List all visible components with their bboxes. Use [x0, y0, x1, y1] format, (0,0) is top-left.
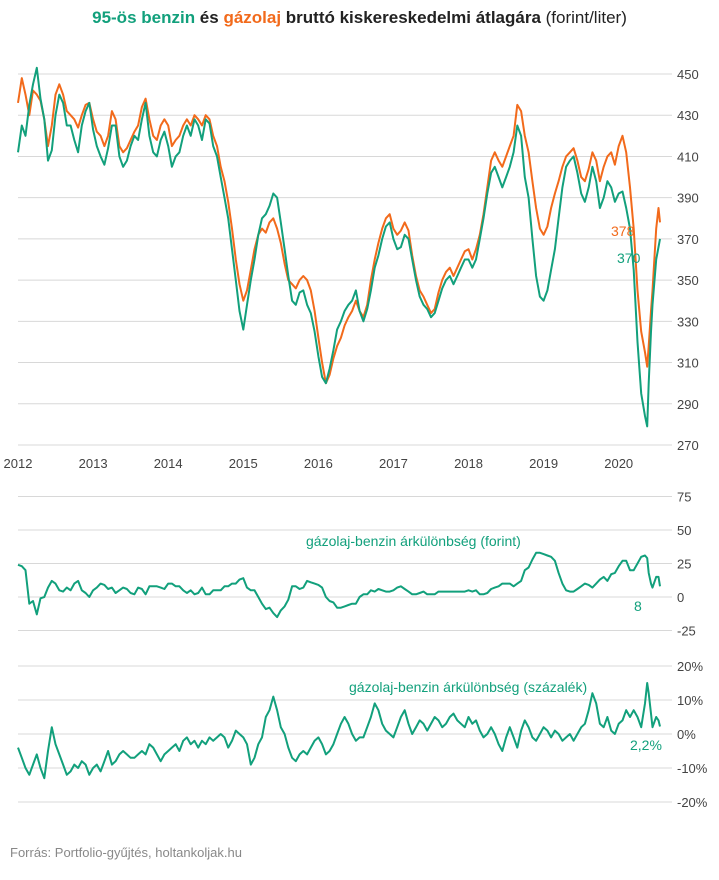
y-tick-label: 450	[677, 67, 699, 82]
y-tick-label: -20%	[677, 795, 708, 810]
x-tick-label: 2020	[604, 456, 633, 471]
y-tick-label: -10%	[677, 761, 708, 776]
panel-label-percent: gázolaj-benzin árkülönbség (százalék)	[349, 679, 587, 695]
series-line-gazolaj	[17, 77, 661, 385]
y-tick-label: 0	[677, 590, 684, 605]
x-tick-label: 2018	[454, 456, 483, 471]
series-line-diff-percent	[17, 682, 661, 780]
title-main: bruttó kiskereskedelmi átlagára	[281, 8, 541, 27]
x-tick-label: 2019	[529, 456, 558, 471]
panel-label-forint: gázolaj-benzin árkülönbség (forint)	[306, 533, 521, 549]
end-label-benzin: 370	[617, 250, 641, 266]
x-tick-label: 2014	[154, 456, 183, 471]
x-tick-label: 2017	[379, 456, 408, 471]
y-tick-label: 430	[677, 108, 699, 123]
y-tick-label: -25	[677, 624, 696, 639]
source-note: Forrás: Portfolio-gyűjtés, holtankoljak.…	[10, 845, 242, 860]
end-label-diff-forint: 8	[634, 598, 642, 614]
y-tick-label: 330	[677, 314, 699, 329]
y-tick-label: 270	[677, 438, 699, 453]
y-tick-label: 75	[677, 490, 691, 505]
y-tick-label: 25	[677, 557, 691, 572]
title-es: és	[195, 8, 224, 27]
y-tick-label: 390	[677, 191, 699, 206]
y-tick-label: 10%	[677, 693, 703, 708]
y-tick-label: 290	[677, 397, 699, 412]
x-tick-label: 2016	[304, 456, 333, 471]
y-tick-label: 20%	[677, 659, 703, 674]
y-tick-label: 350	[677, 273, 699, 288]
y-tick-label: 50	[677, 523, 691, 538]
title-gazolaj: gázolaj	[223, 8, 282, 27]
y-tick-label: 0%	[677, 727, 696, 742]
chart-title: 95-ös benzin és gázolaj bruttó kiskeresk…	[0, 8, 719, 28]
y-tick-label: 310	[677, 356, 699, 371]
title-benzin: 95-ös benzin	[92, 8, 196, 27]
title-unit: (forint/liter)	[540, 8, 627, 27]
series-line-diff-forint	[17, 551, 661, 619]
x-tick-label: 2012	[4, 456, 33, 471]
end-label-diff-percent: 2,2%	[630, 737, 662, 753]
y-tick-label: 370	[677, 232, 699, 247]
x-tick-label: 2013	[79, 456, 108, 471]
series-line-benzin	[17, 66, 661, 428]
y-tick-label: 410	[677, 149, 699, 164]
end-label-gazolaj: 378	[611, 223, 635, 239]
x-tick-label: 2015	[229, 456, 258, 471]
